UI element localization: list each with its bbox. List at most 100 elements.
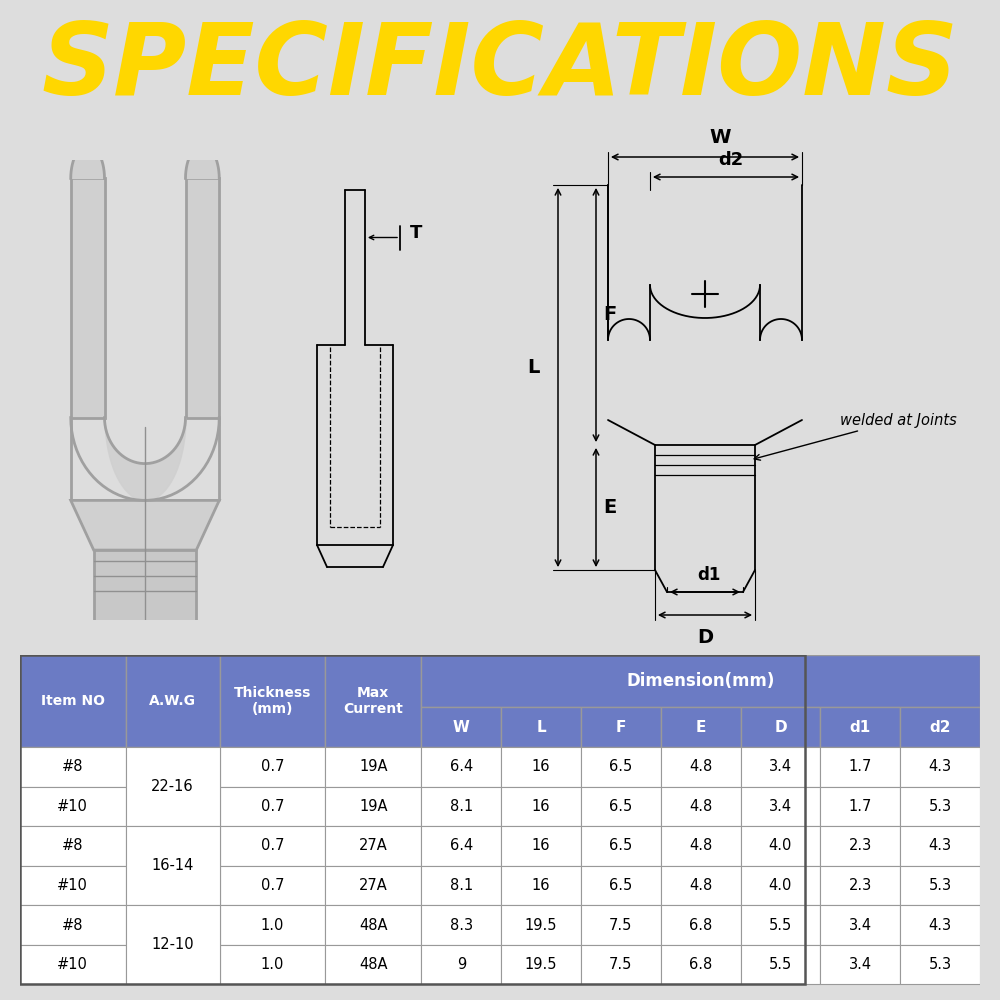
Text: D: D — [774, 720, 787, 735]
Text: 1.0: 1.0 — [261, 957, 284, 972]
Bar — [126, 905, 220, 984]
Bar — [421, 905, 501, 945]
Text: 2.3: 2.3 — [849, 878, 872, 893]
Text: 4.8: 4.8 — [689, 838, 712, 853]
Text: 3.4: 3.4 — [769, 799, 792, 814]
Text: 19A: 19A — [359, 759, 388, 774]
Text: E: E — [695, 720, 706, 735]
Text: 3.4: 3.4 — [849, 918, 872, 933]
Text: 1.7: 1.7 — [849, 799, 872, 814]
Text: 16-14: 16-14 — [151, 858, 194, 873]
Text: 5.5: 5.5 — [769, 918, 792, 933]
Text: 2.3: 2.3 — [849, 838, 872, 853]
Bar — [741, 787, 820, 826]
Bar — [661, 707, 741, 747]
Bar — [220, 747, 325, 787]
Text: 0.7: 0.7 — [261, 759, 284, 774]
Text: 16: 16 — [532, 838, 550, 853]
Text: 0.7: 0.7 — [261, 838, 284, 853]
Bar — [220, 945, 325, 984]
Text: 1.0: 1.0 — [261, 918, 284, 933]
Text: SPECIFICATIONS: SPECIFICATIONS — [42, 19, 958, 116]
Bar — [220, 787, 325, 826]
Text: 4.3: 4.3 — [929, 759, 952, 774]
Bar — [501, 866, 581, 905]
Text: 48A: 48A — [359, 918, 388, 933]
Text: 7.5: 7.5 — [609, 918, 633, 933]
Bar — [581, 866, 661, 905]
Bar — [501, 747, 581, 787]
Text: F: F — [616, 720, 626, 735]
Text: W: W — [709, 128, 731, 147]
Text: 6.8: 6.8 — [689, 918, 712, 933]
Bar — [20, 866, 126, 905]
Text: 19A: 19A — [359, 799, 388, 814]
Bar — [20, 747, 126, 787]
Bar — [581, 707, 661, 747]
Text: 4.0: 4.0 — [769, 838, 792, 853]
Text: 6.4: 6.4 — [450, 759, 473, 774]
Text: d2: d2 — [929, 720, 951, 735]
Bar — [900, 707, 980, 747]
Polygon shape — [71, 145, 104, 178]
Text: L: L — [536, 720, 546, 735]
Text: 6.5: 6.5 — [609, 838, 633, 853]
Text: 4.8: 4.8 — [689, 878, 712, 893]
Bar — [820, 707, 900, 747]
Text: 6.5: 6.5 — [609, 878, 633, 893]
Text: 4.3: 4.3 — [929, 838, 952, 853]
Bar — [325, 905, 421, 945]
Bar — [501, 787, 581, 826]
Bar — [900, 826, 980, 866]
Text: 27A: 27A — [359, 838, 388, 853]
Polygon shape — [71, 178, 104, 418]
Bar — [900, 905, 980, 945]
Text: T: T — [410, 224, 422, 241]
Bar — [421, 707, 501, 747]
Bar — [20, 826, 126, 866]
Bar — [20, 945, 126, 984]
Bar — [661, 945, 741, 984]
Bar — [820, 787, 900, 826]
Text: 27A: 27A — [359, 878, 388, 893]
Polygon shape — [71, 500, 219, 550]
Text: 4.8: 4.8 — [689, 759, 712, 774]
Bar — [820, 945, 900, 984]
Text: #8: #8 — [62, 918, 84, 933]
Bar — [661, 826, 741, 866]
Text: 19.5: 19.5 — [525, 957, 557, 972]
Bar — [741, 905, 820, 945]
Text: 8.1: 8.1 — [450, 878, 473, 893]
Text: 8.1: 8.1 — [450, 799, 473, 814]
Bar — [421, 826, 501, 866]
Text: #10: #10 — [57, 878, 88, 893]
Text: 48A: 48A — [359, 957, 388, 972]
Bar — [501, 707, 581, 747]
Bar — [421, 655, 980, 707]
Text: 3.4: 3.4 — [849, 957, 872, 972]
Text: 0.7: 0.7 — [261, 799, 284, 814]
Text: #8: #8 — [62, 838, 84, 853]
Text: Dimension(mm): Dimension(mm) — [626, 672, 775, 690]
Text: 5.5: 5.5 — [769, 957, 792, 972]
Bar — [900, 787, 980, 826]
Bar — [820, 866, 900, 905]
Text: 4.8: 4.8 — [689, 799, 712, 814]
Bar — [661, 905, 741, 945]
Bar — [501, 826, 581, 866]
Text: 6.4: 6.4 — [450, 838, 473, 853]
Text: 3.4: 3.4 — [769, 759, 792, 774]
Bar — [421, 747, 501, 787]
Text: Item NO: Item NO — [41, 694, 105, 708]
Bar — [900, 747, 980, 787]
Bar — [421, 945, 501, 984]
Text: #10: #10 — [57, 957, 88, 972]
Bar — [325, 747, 421, 787]
Bar — [325, 945, 421, 984]
Text: E: E — [603, 498, 616, 517]
Bar — [220, 655, 325, 747]
Bar — [325, 655, 421, 747]
Text: 6.8: 6.8 — [689, 957, 712, 972]
Text: 4.3: 4.3 — [929, 918, 952, 933]
Text: #8: #8 — [62, 759, 84, 774]
